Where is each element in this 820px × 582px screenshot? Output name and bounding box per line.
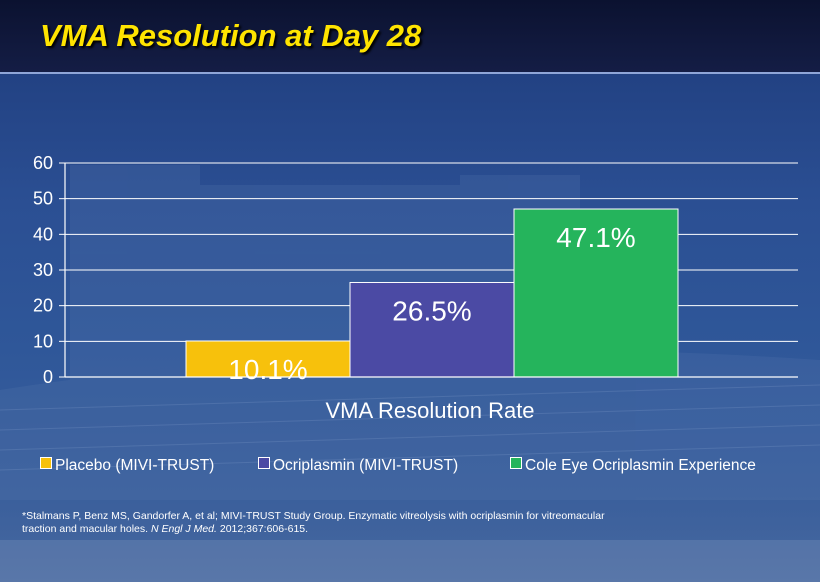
legend-item-0: Placebo (MIVI-TRUST) (40, 457, 214, 475)
y-tick-label-4: 40 (33, 224, 53, 244)
data-label-0: 10.1% (228, 354, 307, 385)
y-tick-label-2: 20 (33, 296, 53, 316)
slide-title: VMA Resolution at Day 28 (40, 18, 422, 53)
citation-journal: N Engl J Med. (151, 523, 217, 535)
legend-label-0: Placebo (MIVI-TRUST) (55, 457, 215, 474)
y-tick-label-3: 30 (33, 260, 53, 280)
x-axis-title: VMA Resolution Rate (325, 398, 534, 423)
legend-swatch-0 (40, 457, 52, 469)
citation-text: *Stalmans P, Benz MS, Gandorfer A, et al… (22, 510, 605, 535)
legend-swatch-2 (510, 457, 522, 469)
bar-2 (513, 208, 679, 378)
data-label-2: 47.1% (556, 222, 635, 253)
bar-chart: 0 10 20 30 40 50 60 10.1% 26.5% 47.1% VMA Resolu… (33, 153, 798, 423)
title-bar: VMA Resolution at Day 28 (0, 0, 820, 74)
y-tick-label-1: 10 (33, 331, 53, 351)
citation: *Stalmans P, Benz MS, Gandorfer A, et al… (22, 510, 622, 536)
citation-ref: 2012;367:606-615. (219, 523, 309, 535)
legend-label-2: Cole Eye Ocriplasmin Experience (525, 457, 756, 474)
y-tick-label-6: 60 (33, 153, 53, 173)
chart-y-ticks: 0 10 20 30 40 50 60 (33, 153, 65, 387)
y-tick-label-5: 50 (33, 189, 53, 209)
legend-item-2: Cole Eye Ocriplasmin Experience (510, 457, 756, 475)
legend-label-1: Ocriplasmin (MIVI-TRUST) (273, 457, 459, 474)
data-label-1: 26.5% (392, 295, 471, 326)
chart-data-labels: 10.1% 26.5% 47.1% (228, 222, 635, 385)
legend-item-1: Ocriplasmin (MIVI-TRUST) (258, 457, 458, 475)
legend-swatch-1 (258, 457, 270, 469)
chart-bars (185, 208, 679, 378)
y-tick-label-0: 0 (43, 367, 53, 387)
chart-legend: Placebo (MIVI-TRUST) Ocriplasmin (MIVI-TR… (40, 457, 810, 479)
